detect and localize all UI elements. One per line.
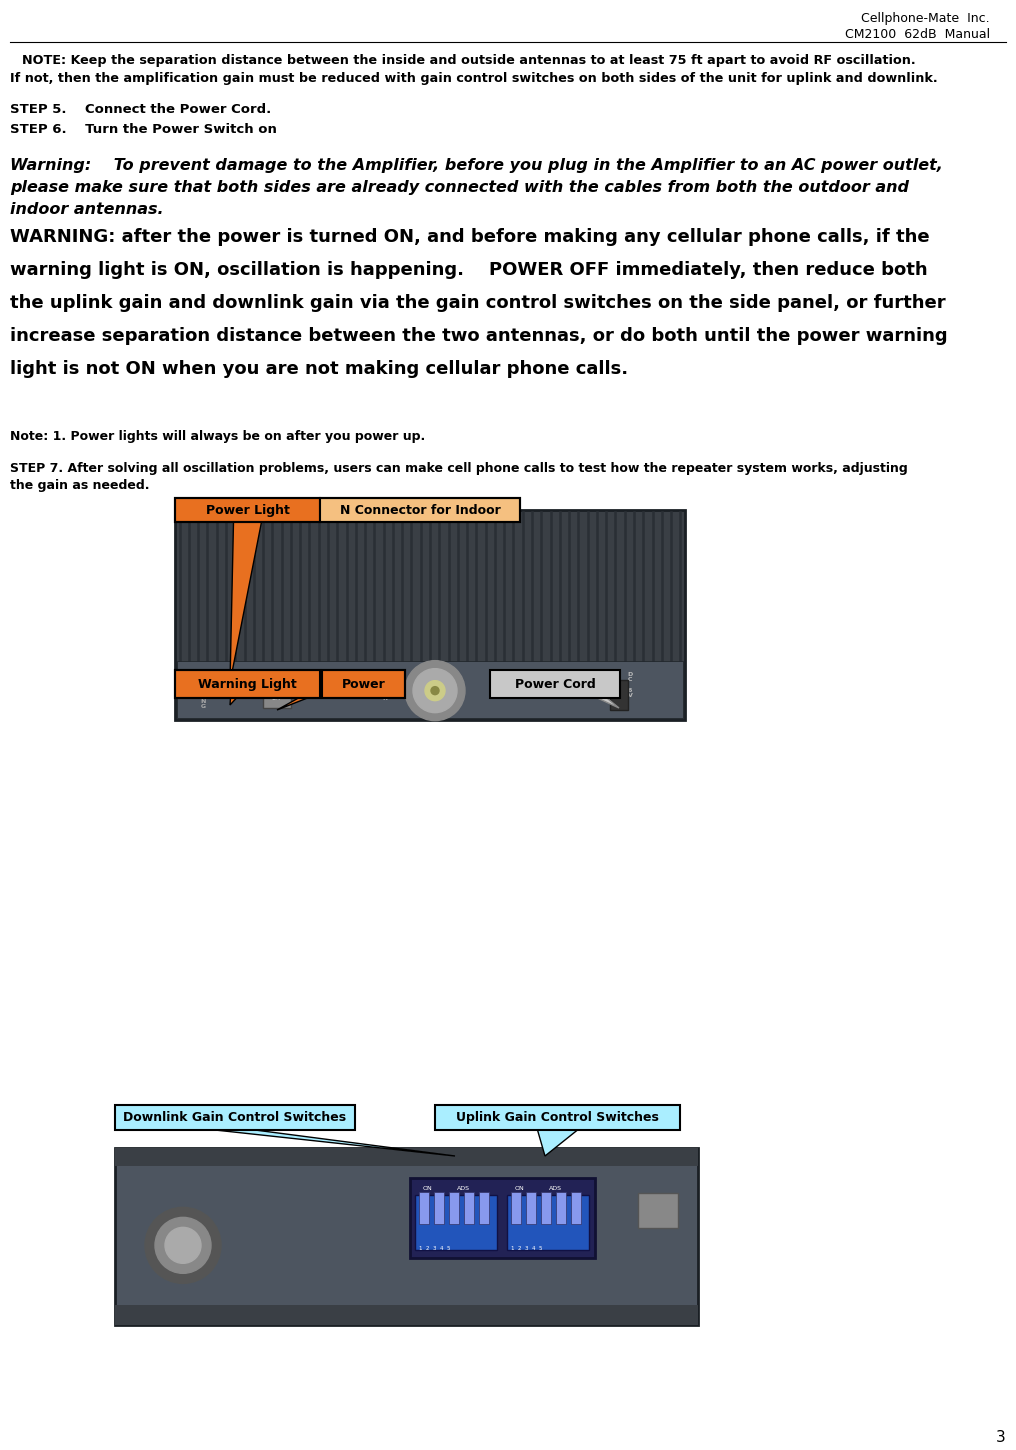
FancyBboxPatch shape xyxy=(263,670,291,708)
Text: CM2100  62dB  Manual: CM2100 62dB Manual xyxy=(845,28,990,41)
FancyBboxPatch shape xyxy=(610,680,628,710)
Circle shape xyxy=(431,687,439,695)
FancyBboxPatch shape xyxy=(490,670,620,697)
Circle shape xyxy=(425,680,445,700)
FancyBboxPatch shape xyxy=(556,1192,566,1224)
Text: the uplink gain and downlink gain via the gain control switches on the side pane: the uplink gain and downlink gain via th… xyxy=(10,294,946,312)
Text: Power Cord: Power Cord xyxy=(515,677,595,690)
FancyBboxPatch shape xyxy=(175,510,685,721)
FancyBboxPatch shape xyxy=(571,1192,581,1224)
Text: Warning:    To prevent damage to the Amplifier, before you plug in the Amplifier: Warning: To prevent damage to the Amplif… xyxy=(10,158,943,173)
Text: Downlink Gain Control Switches: Downlink Gain Control Switches xyxy=(123,1111,346,1124)
Text: I
N
D
O
O
R: I N D O O R xyxy=(382,668,388,700)
FancyBboxPatch shape xyxy=(410,1177,595,1259)
Text: D
C
 
6
V: D C 6 V xyxy=(627,671,633,699)
FancyBboxPatch shape xyxy=(638,1193,678,1228)
Text: WARNING: after the power is turned ON, and before making any cellular phone call: WARNING: after the power is turned ON, a… xyxy=(10,228,930,247)
Polygon shape xyxy=(537,1130,577,1156)
Text: indoor antennas.: indoor antennas. xyxy=(10,202,164,218)
FancyBboxPatch shape xyxy=(526,1192,536,1224)
Polygon shape xyxy=(230,670,262,705)
FancyBboxPatch shape xyxy=(115,1148,698,1325)
Polygon shape xyxy=(230,522,261,683)
FancyBboxPatch shape xyxy=(541,1192,551,1224)
Text: light is not ON when you are not making cellular phone calls.: light is not ON when you are not making … xyxy=(10,360,628,378)
Text: ON: ON xyxy=(515,1186,524,1190)
Text: STEP 7. After solving all oscillation problems, users can make cell phone calls : STEP 7. After solving all oscillation pr… xyxy=(10,463,907,476)
FancyBboxPatch shape xyxy=(434,1192,444,1224)
Text: ADS: ADS xyxy=(457,1186,470,1190)
FancyBboxPatch shape xyxy=(419,1192,429,1224)
Text: 1  2  3  4  5: 1 2 3 4 5 xyxy=(419,1246,450,1251)
Circle shape xyxy=(224,684,236,696)
Text: ON: ON xyxy=(273,680,281,684)
Text: N Connector for Indoor: N Connector for Indoor xyxy=(339,503,500,516)
FancyBboxPatch shape xyxy=(415,1195,497,1250)
Text: Cellphone-Mate  Inc.: Cellphone-Mate Inc. xyxy=(862,12,990,25)
Text: 1  2  3  4  5: 1 2 3 4 5 xyxy=(511,1246,543,1251)
Text: W
A
R
N
I
N
G: W A R N I N G xyxy=(199,671,206,709)
Circle shape xyxy=(165,1227,201,1263)
FancyBboxPatch shape xyxy=(177,661,683,718)
FancyBboxPatch shape xyxy=(175,670,320,697)
FancyBboxPatch shape xyxy=(435,1105,680,1130)
Circle shape xyxy=(412,668,457,712)
Text: the gain as needed.: the gain as needed. xyxy=(10,478,149,492)
FancyBboxPatch shape xyxy=(115,1105,355,1130)
Text: Uplink Gain Control Switches: Uplink Gain Control Switches xyxy=(456,1111,659,1124)
FancyBboxPatch shape xyxy=(464,1192,474,1224)
Text: OFF: OFF xyxy=(271,696,282,700)
Polygon shape xyxy=(537,670,619,708)
Text: please make sure that both sides are already connected with the cables from both: please make sure that both sides are alr… xyxy=(10,180,909,194)
FancyBboxPatch shape xyxy=(115,1305,698,1325)
FancyBboxPatch shape xyxy=(511,1192,521,1224)
FancyBboxPatch shape xyxy=(322,670,405,697)
Text: If not, then the amplification gain must be reduced with gain control switches o: If not, then the amplification gain must… xyxy=(10,72,938,86)
Text: Power Light: Power Light xyxy=(205,503,290,516)
Circle shape xyxy=(241,684,253,696)
Circle shape xyxy=(405,661,465,721)
Text: 3: 3 xyxy=(997,1430,1006,1446)
FancyBboxPatch shape xyxy=(449,1192,459,1224)
Polygon shape xyxy=(215,1130,455,1156)
Polygon shape xyxy=(404,521,436,522)
Text: warning light is ON, oscillation is happening.    POWER OFF immediately, then re: warning light is ON, oscillation is happ… xyxy=(10,261,928,278)
Text: STEP 5.    Connect the Power Cord.: STEP 5. Connect the Power Cord. xyxy=(10,103,271,116)
Text: STEP 6.    Turn the Power Switch on: STEP 6. Turn the Power Switch on xyxy=(10,123,277,136)
FancyBboxPatch shape xyxy=(175,497,320,522)
FancyBboxPatch shape xyxy=(507,1195,589,1250)
Text: ON: ON xyxy=(423,1186,433,1190)
FancyBboxPatch shape xyxy=(115,1148,698,1166)
Text: Power: Power xyxy=(341,677,385,690)
Text: Note: 1. Power lights will always be on after you power up.: Note: 1. Power lights will always be on … xyxy=(10,431,426,444)
Text: Warning Light: Warning Light xyxy=(198,677,297,690)
Circle shape xyxy=(155,1218,211,1273)
Polygon shape xyxy=(277,670,379,710)
FancyBboxPatch shape xyxy=(320,497,520,522)
Circle shape xyxy=(145,1208,221,1283)
Text: increase separation distance between the two antennas, or do both until the powe: increase separation distance between the… xyxy=(10,328,948,345)
Text: ADS: ADS xyxy=(549,1186,562,1190)
FancyBboxPatch shape xyxy=(479,1192,489,1224)
Text: NOTE: Keep the separation distance between the inside and outside antennas to at: NOTE: Keep the separation distance betwe… xyxy=(22,54,915,67)
